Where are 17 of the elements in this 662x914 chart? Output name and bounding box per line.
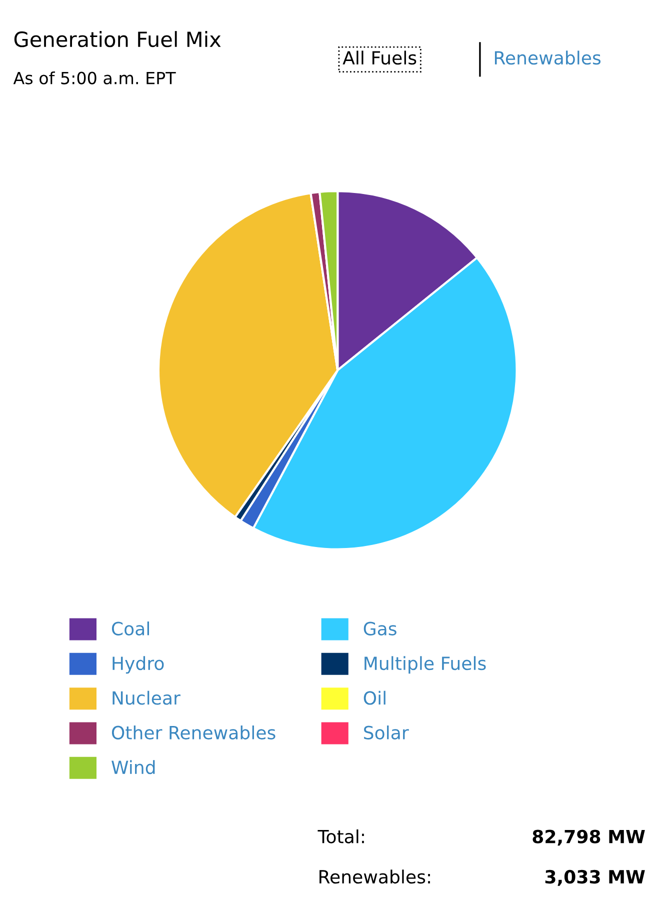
- legend-label: Oil: [364, 690, 386, 705]
- legend-label: Coal: [112, 621, 149, 636]
- text: All Fuels: [342, 50, 416, 65]
- legend-label: Multiple Fuels: [364, 656, 486, 674]
- legend-label: Other Renewables: [112, 725, 276, 740]
- legend-label: Gas: [364, 622, 396, 636]
- legend-label: Solar: [364, 725, 409, 740]
- chart-title: Generation Fuel Mix: [14, 31, 221, 48]
- legend-label: Wind: [112, 760, 155, 774]
- text: Renewables:: [320, 870, 430, 884]
- text: 82,798 MW: [532, 830, 645, 846]
- legend-label: Hydro: [112, 656, 164, 674]
- text: Total:: [318, 829, 364, 844]
- text: 3,033 MW: [545, 870, 645, 886]
- legend-label: Nuclear: [112, 690, 180, 705]
- text: Renewables: [494, 50, 601, 65]
- chart-subtitle: As of 5:00 a.m. EPT: [13, 71, 176, 84]
